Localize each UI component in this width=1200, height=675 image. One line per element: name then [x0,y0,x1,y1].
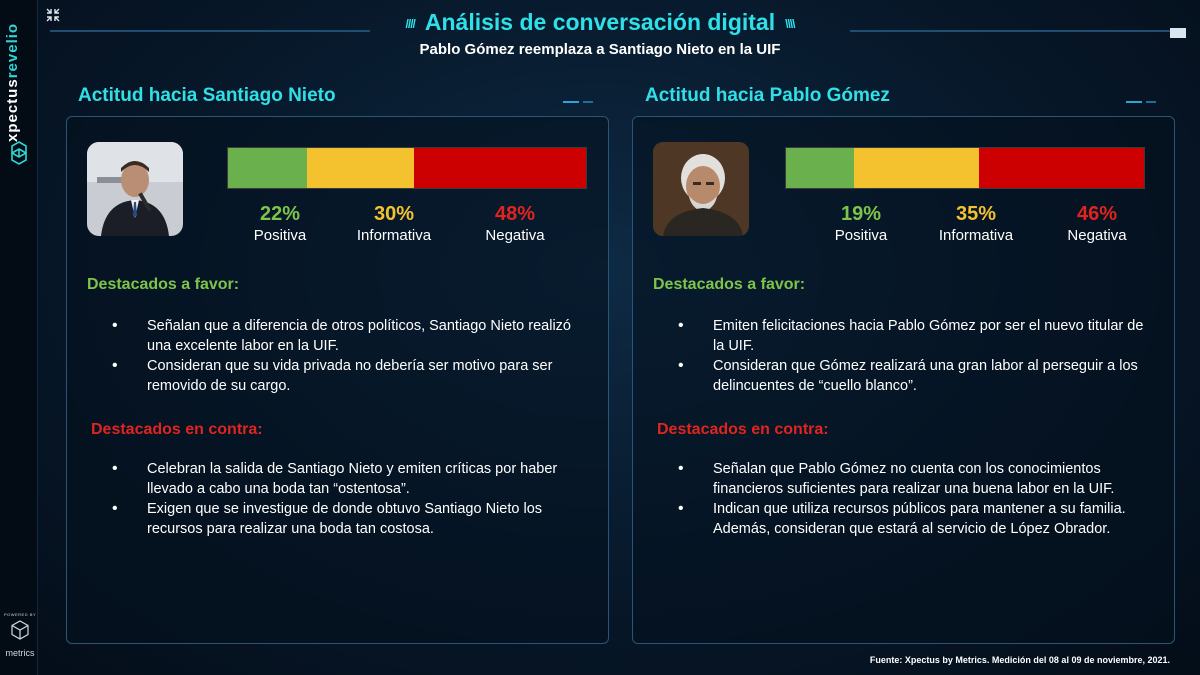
list-item: Exigen que se investigue de donde obtuvo… [112,499,582,539]
bar-segment-positive [786,148,855,188]
page-subtitle: Pablo Gómez reemplaza a Santiago Nieto e… [419,41,781,58]
list-item: Consideran que su vida privada no deberí… [112,356,582,396]
page-title: ////Análisis de conversación digital \\\\ [405,9,796,35]
header-corner-box [1170,28,1186,38]
bar-segment-negative [979,148,1144,188]
header-divider-left [50,30,370,32]
list-item: Consideran que Gómez realizará una gran … [678,356,1148,396]
source-footnote: Fuente: Xpectus by Metrics. Medición del… [869,655,1170,665]
section-dash-icon [1146,101,1156,103]
bar-segment-informative [854,148,980,188]
contra-heading: Destacados en contra: [657,421,829,438]
panel-pablo-gomez: 19% Positiva 35% Informativa 46% Negativ… [632,116,1175,644]
expand-icon[interactable] [46,8,60,25]
list-item: Celebran la salida de Santiago Nieto y e… [112,459,582,499]
stat-negative: 46% Negativa [1067,203,1127,244]
favor-list: Señalan que a diferencia de otros políti… [112,316,582,396]
stat-positive: 22% Positiva [253,203,307,244]
contra-list: Señalan que Pablo Gómez no cuenta con lo… [678,459,1148,539]
header-divider-right [850,30,1170,32]
sentiment-bar [227,147,587,189]
contra-list: Celebran la salida de Santiago Nieto y e… [112,459,582,539]
stat-positive: 19% Positiva [834,203,888,244]
bar-segment-negative [414,148,586,188]
metrics-logo-icon [11,620,29,640]
section-dash-icon [563,101,579,103]
contra-heading: Destacados en contra: [91,421,263,438]
favor-heading: Destacados a favor: [653,276,806,293]
stat-informative: 30% Informativa [356,203,432,244]
favor-list: Emiten felicitaciones hacia Pablo Gómez … [678,316,1148,396]
sentiment-bar [785,147,1145,189]
bar-segment-positive [228,148,307,188]
photo-pablo-gomez [653,142,749,236]
section-dash-icon [1126,101,1142,103]
section-dash-icon [583,101,593,103]
bar-segment-informative [306,148,415,188]
sidebar: xpectusrevelio POWERED BY metrics [0,0,38,675]
list-item: Señalan que Pablo Gómez no cuenta con lo… [678,459,1148,499]
list-item: Emiten felicitaciones hacia Pablo Gómez … [678,316,1148,356]
photo-santiago-nieto [87,142,183,236]
title-deco-left-icon: //// [405,16,416,31]
panel-santiago-nieto: 22% Positiva 30% Informativa 48% Negativ… [66,116,609,644]
section-title-gomez: Actitud hacia Pablo Gómez [645,85,890,106]
stat-informative: 35% Informativa [938,203,1014,244]
powered-by-metrics: POWERED BY metrics [3,612,37,658]
favor-heading: Destacados a favor: [87,276,240,293]
brand-logo-icon [6,140,32,171]
section-title-nieto: Actitud hacia Santiago Nieto [78,85,336,106]
stat-negative: 48% Negativa [485,203,545,244]
title-deco-right-icon: \\\\ [785,16,795,31]
list-item: Indican que utiliza recursos públicos pa… [678,499,1148,539]
list-item: Señalan que a diferencia de otros políti… [112,316,582,356]
